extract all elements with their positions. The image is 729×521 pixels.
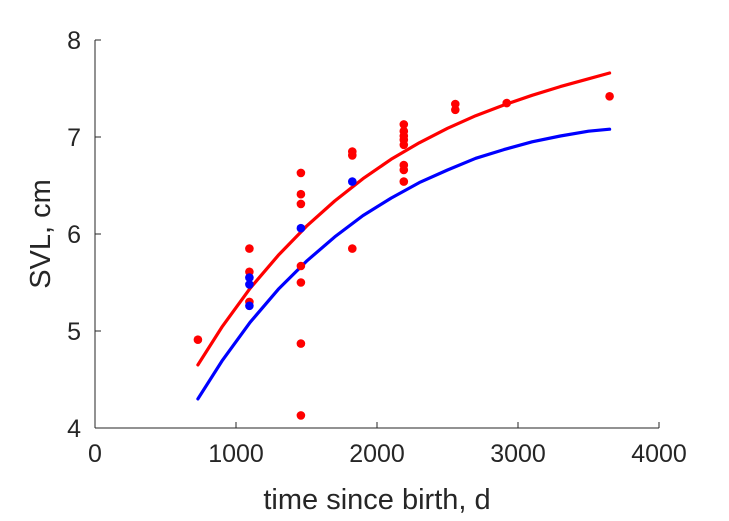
red-data-point: [296, 199, 306, 209]
blue-fit-line: [196, 127, 612, 401]
red-data-point: [296, 189, 306, 199]
x-tick-label: 4000: [631, 440, 687, 468]
red-data-point: [399, 177, 409, 186]
x-tick-label: 1000: [208, 440, 264, 468]
red-data-point: [296, 411, 306, 420]
y-axis-title: SVL, cm: [25, 179, 57, 289]
fit-lines: [196, 71, 612, 401]
plot-area: 0 1000 2000 3000 4000 4 5 6 7 8: [67, 27, 687, 468]
red-fit-line: [196, 71, 612, 367]
axis-ticks: 0 1000 2000 3000 4000 4 5 6 7 8: [67, 27, 687, 468]
red-data-point: [348, 244, 357, 253]
y-tick-label: 6: [67, 221, 81, 249]
red-data-point: [296, 278, 306, 287]
blue-data-point: [296, 223, 306, 233]
blue-data-point: [245, 273, 254, 282]
blue-data-point: [245, 280, 254, 289]
y-tick-label: 8: [67, 27, 81, 55]
red-data-point: [193, 335, 203, 345]
blue-data-point: [245, 301, 254, 311]
red-data-point: [245, 244, 254, 253]
red-data-point: [348, 151, 357, 160]
red-data-point: [399, 140, 409, 150]
x-tick-label: 0: [88, 440, 102, 468]
red-data-point: [296, 339, 306, 348]
y-tick-label: 5: [67, 318, 81, 346]
y-tick-label: 4: [67, 415, 81, 443]
x-tick-label: 2000: [349, 440, 405, 468]
x-axis-title: time since birth, d: [263, 484, 490, 516]
red-data-point: [502, 98, 512, 108]
red-data-point: [605, 92, 614, 101]
blue-data-point: [348, 177, 357, 186]
red-data-point: [399, 165, 409, 175]
red-data-point: [399, 120, 409, 129]
x-tick-label: 3000: [490, 440, 546, 468]
red-data-point: [296, 168, 306, 178]
y-tick-label: 7: [67, 124, 81, 152]
data-points: [193, 92, 614, 420]
red-data-point: [296, 261, 306, 271]
red-data-point: [451, 105, 460, 115]
